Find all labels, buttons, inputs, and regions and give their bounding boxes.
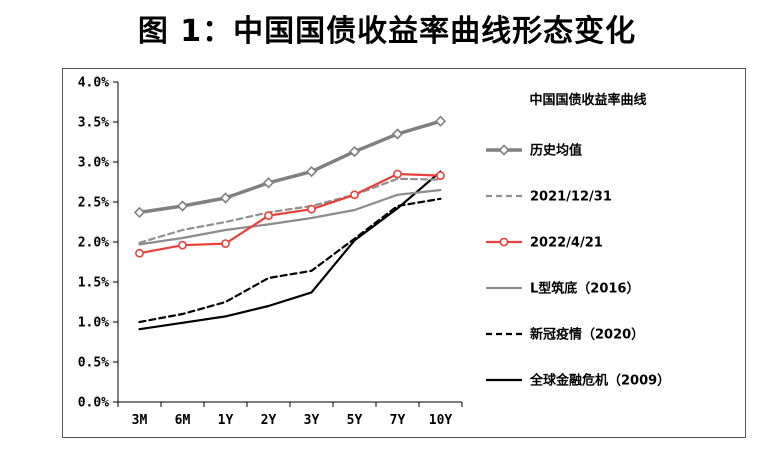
series-line [138, 188, 442, 246]
x-tick-label: 10Y [429, 413, 453, 428]
circle-marker [264, 211, 273, 220]
circle-marker [135, 248, 144, 258]
series-3 [138, 188, 442, 246]
circle-marker [178, 240, 187, 250]
legend-item: 2022/4/21 [486, 236, 603, 251]
legend-label: 新冠疫情（2020） [530, 327, 644, 343]
legend-label: 全球金融危机（2009） [529, 373, 670, 389]
diamond-marker [391, 128, 404, 140]
series-1 [138, 177, 442, 244]
circle-marker [499, 237, 509, 247]
series-4 [138, 197, 442, 324]
plot-area [133, 115, 447, 331]
y-tick-label: 1.0% [78, 316, 109, 331]
series-5 [138, 170, 442, 331]
circle-marker [393, 169, 402, 179]
legend-item: 2021/12/31 [486, 190, 612, 205]
legend-item: 全球金融危机（2009） [486, 373, 670, 389]
diamond-marker [305, 165, 318, 178]
diamond-marker [176, 200, 189, 212]
series-0 [133, 115, 447, 219]
diamond-marker [498, 144, 510, 156]
x-tick-label: 6M [175, 413, 191, 428]
diamond-marker [219, 192, 232, 204]
y-tick-label: 3.5% [78, 116, 109, 131]
y-tick-label: 2.5% [78, 196, 109, 211]
series-line [138, 177, 442, 244]
chart-frame [62, 68, 746, 438]
page-title: 图 1：中国国债收益率曲线形态变化 [137, 14, 637, 49]
circle-marker [221, 239, 230, 248]
legend-label: 历史均值 [530, 143, 582, 159]
y-tick-label: 1.5% [78, 276, 109, 291]
diamond-marker [262, 177, 275, 189]
legend-label: 2021/12/31 [530, 190, 612, 205]
legend-label: 2022/4/21 [530, 236, 603, 251]
y-tick-label: 0.0% [78, 396, 109, 411]
diamond-marker [348, 145, 361, 158]
x-tick-label: 1Y [218, 413, 234, 428]
x-tick-label: 5Y [347, 413, 363, 428]
series-line [138, 170, 442, 331]
series-line [138, 172, 442, 255]
circle-marker [436, 171, 445, 180]
legend-item: 历史均值 [486, 143, 582, 159]
y-tick-label: 2.0% [78, 236, 109, 251]
x-tick-label: 2Y [261, 413, 277, 428]
series-2 [135, 169, 445, 258]
circle-marker [307, 204, 316, 214]
x-tick-label: 3Y [304, 413, 320, 428]
chart-axes: 0.0% 0.5% 1.0% 1.5% 2.0% 2.5% 3.0% 3.5% 4.0% 3M 6M… [78, 76, 463, 428]
y-tick-label: 4.0% [78, 76, 109, 91]
series-line [138, 197, 442, 324]
x-tick-label: 7Y [390, 413, 406, 428]
x-tick-label: 3M [132, 413, 148, 428]
legend-label: L型筑底（2016） [530, 281, 639, 297]
legend-title: 中国国债收益率曲线 [529, 92, 646, 108]
y-tick-label: 3.0% [78, 156, 109, 171]
diamond-marker [133, 206, 146, 219]
legend-item: 新冠疫情（2020） [486, 327, 644, 343]
diamond-marker [434, 115, 447, 127]
series-line [137, 119, 443, 215]
y-tick-label: 0.5% [78, 356, 109, 371]
circle-marker [350, 190, 359, 200]
legend-item: L型筑底（2016） [486, 281, 639, 297]
